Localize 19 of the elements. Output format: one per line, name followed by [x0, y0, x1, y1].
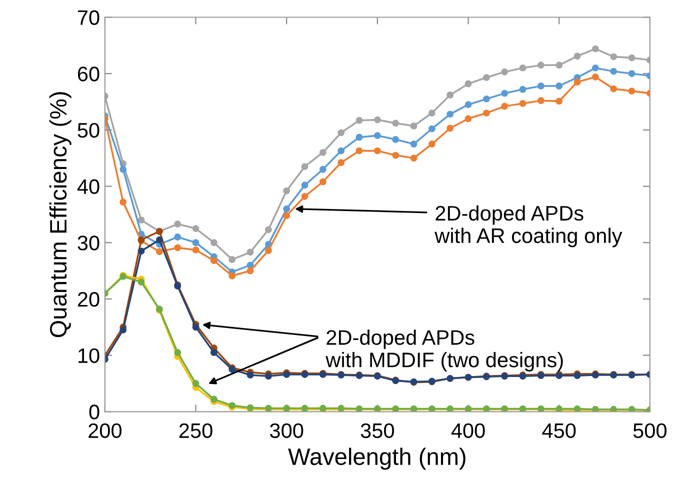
y-axis-title: Quantum Efficiency (%)	[49, 92, 72, 338]
x-tick-label: 450	[542, 423, 576, 438]
y-tick-label: 30	[78, 236, 100, 250]
y-tick-label: 20	[78, 292, 100, 307]
annotation: 2D-doped APDs with AR coating only	[434, 205, 622, 248]
x-tick-label: 300	[270, 423, 304, 438]
y-tick-label: 60	[78, 66, 100, 82]
x-tick-label: 200	[88, 423, 122, 438]
y-tick-label: 40	[77, 179, 100, 194]
y-tick-label: 10	[78, 348, 100, 364]
annotation: 2D-doped APDs with MDDIF (two designs)	[326, 330, 563, 372]
y-tick-label: 50	[78, 122, 100, 138]
x-tick-label: 250	[179, 423, 212, 438]
x-tick-label: 400	[451, 423, 485, 438]
x-tick-label: 350	[360, 423, 394, 438]
x-tick-label: 500	[633, 423, 666, 438]
y-tick-label: 70	[78, 10, 100, 26]
y-tick-label: 0	[89, 404, 100, 420]
x-axis-title: Wavelength (nm)	[288, 448, 466, 470]
